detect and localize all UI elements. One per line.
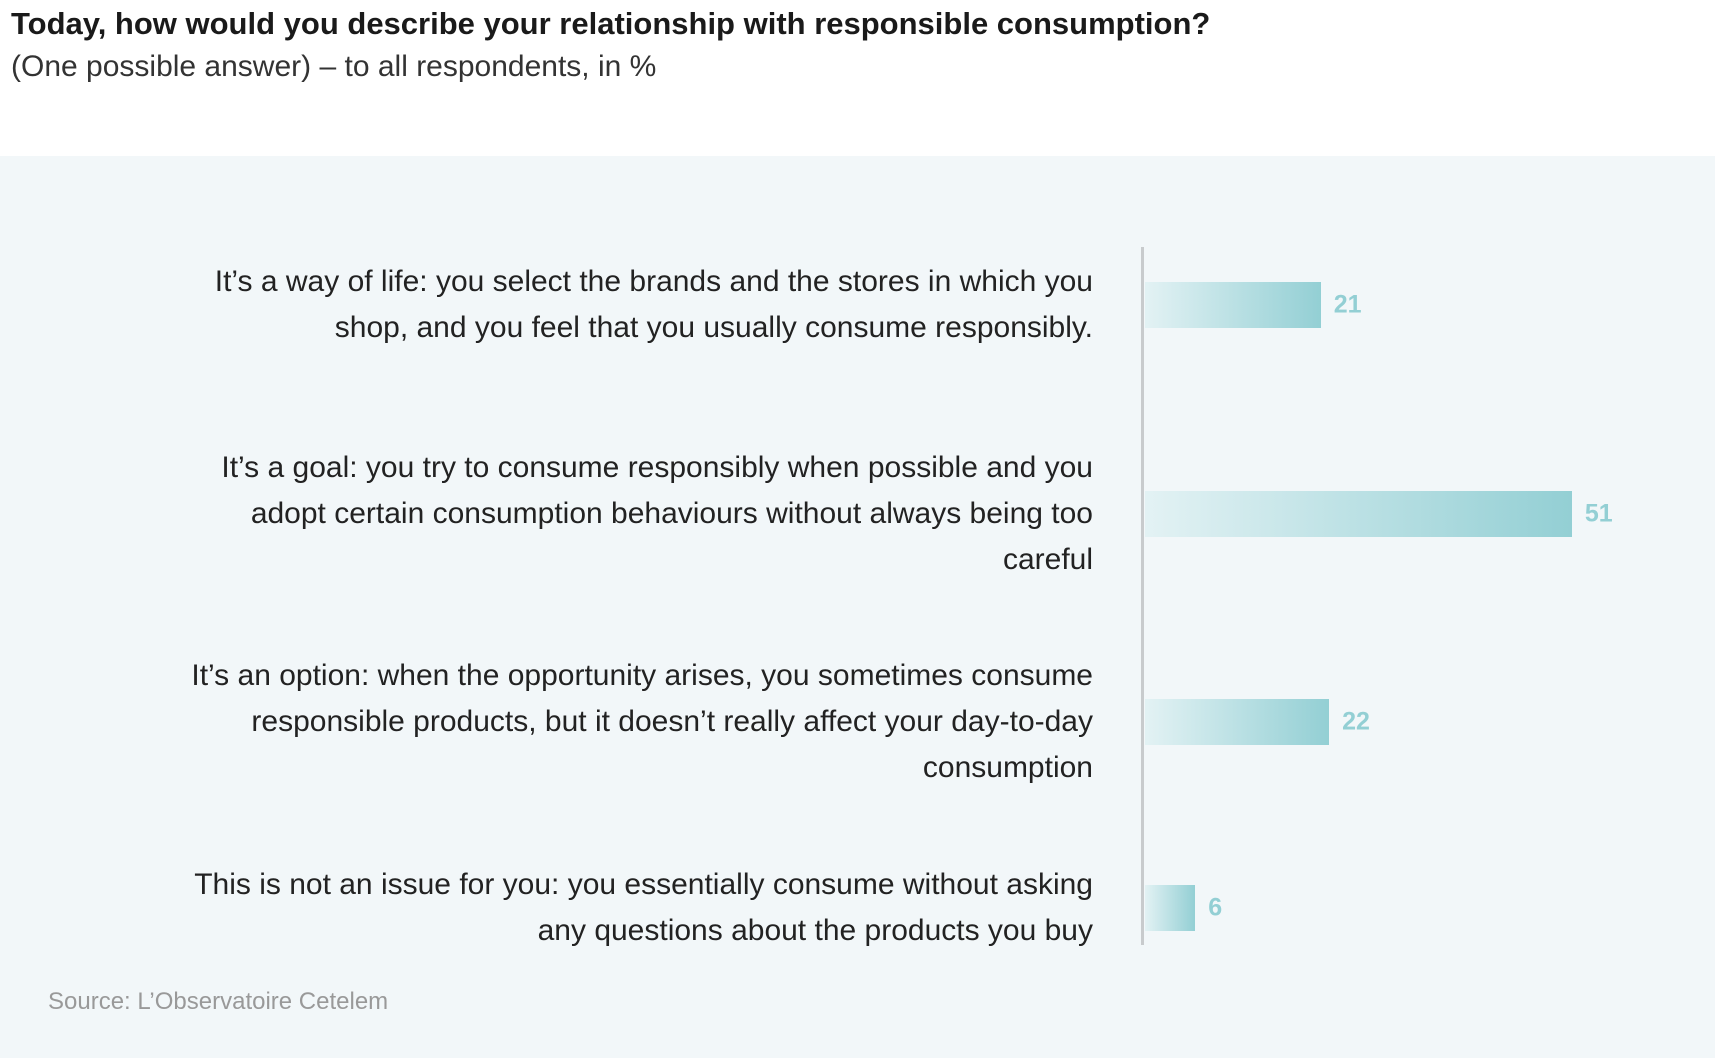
value-label: 6 [1208, 893, 1223, 922]
category-label: This is not an issue for you: you essent… [194, 868, 1093, 947]
bar [1145, 699, 1330, 745]
source-note: Source: L’Observatoire Cetelem [48, 988, 389, 1015]
bar [1145, 491, 1572, 537]
chart-panel [0, 156, 1715, 1058]
category-label: It’s a way of life: you select the brand… [214, 265, 1093, 344]
value-label: 21 [1333, 290, 1362, 319]
value-label: 51 [1584, 499, 1613, 528]
chart-title: Today, how would you describe your relat… [11, 6, 1211, 41]
category-label: It’s an option: when the opportunity ari… [191, 659, 1093, 784]
value-label: 22 [1342, 707, 1370, 736]
axis-line [1141, 247, 1144, 945]
chart-subtitle: (One possible answer) – to all responden… [11, 50, 657, 83]
category-label: It’s a goal: you try to consume responsi… [221, 451, 1093, 576]
bar [1145, 282, 1321, 328]
bar [1145, 885, 1196, 931]
